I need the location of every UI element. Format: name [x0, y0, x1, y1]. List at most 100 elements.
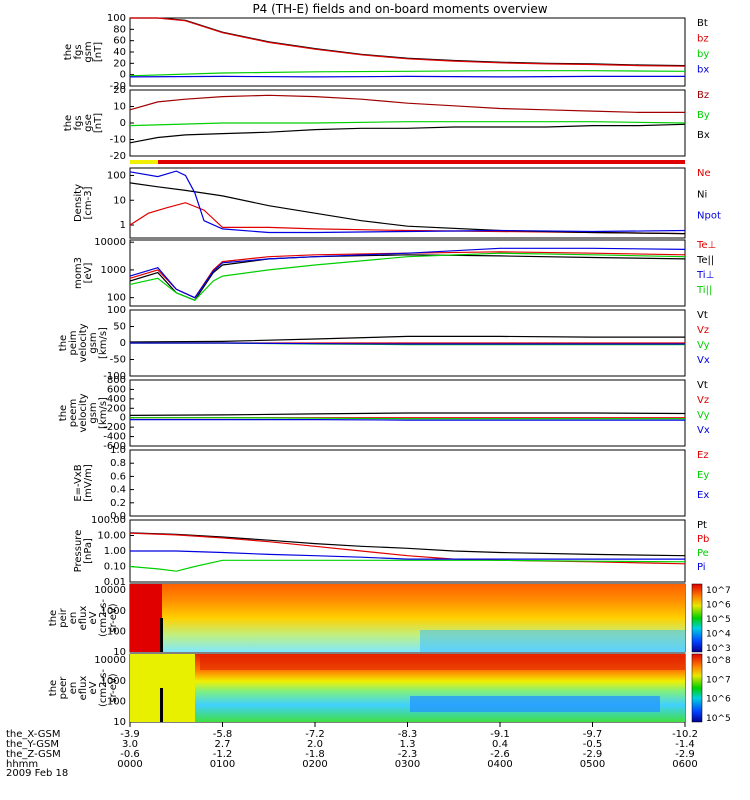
legend-ez: Ez: [697, 450, 709, 461]
y-tick-label: 50: [113, 322, 126, 333]
panel-frame: [129, 239, 686, 307]
ion-spectrogram-gap: [160, 618, 163, 652]
y-axis-label-line: the: [48, 680, 59, 696]
y-tick-label: 0.6: [110, 471, 126, 482]
panel-5: 100 50 0 -50 -100 the peim velocity gsm [km/s] Vt V…: [58, 305, 710, 382]
y-axis-label-line: fgs: [73, 115, 84, 130]
y-tick-label: 100: [107, 170, 126, 181]
colorbar-tick-label: 10^5: [706, 714, 731, 724]
panel-frame: [129, 17, 686, 87]
legend-by: by: [697, 49, 709, 60]
y-tick-label: -400: [103, 432, 126, 443]
y-tick-label: 0: [120, 70, 126, 81]
y-axis-label-line: [cm-3]: [83, 186, 94, 219]
y-axis-label-line: eV: [88, 681, 99, 694]
panel-frame: [129, 167, 686, 239]
series-tipar: [129, 252, 686, 302]
y-axis-label: the peer en eflux eV (cm2-s-sr-eV): [48, 669, 119, 707]
series-by: [129, 121, 686, 127]
y-axis-label: E=-VxB [mV/m]: [73, 464, 94, 502]
ephemeris-value: -3.9: [120, 729, 140, 740]
legend-pt: Pt: [697, 520, 707, 531]
y-axis-label-line: the: [58, 405, 69, 421]
y-tick-label: 1000: [101, 265, 126, 276]
y-tick-label: 10: [113, 102, 126, 113]
y-tick-label: -10: [110, 135, 126, 146]
y-tick-label: -20: [110, 81, 126, 92]
y-tick-label: 20: [113, 58, 126, 69]
legend-by: By: [697, 110, 710, 121]
y-axis-label-line: eflux: [78, 606, 89, 631]
legend-vt: Vt: [697, 380, 708, 391]
y-tick-label: 100: [107, 696, 126, 707]
y-tick-label: 1000: [101, 606, 126, 617]
y-axis-label-line: [km/s]: [98, 327, 109, 359]
legend-vx: Vx: [697, 425, 710, 436]
y-tick-label: 0: [120, 118, 126, 129]
y-axis-label: mom3 [eV]: [73, 257, 94, 289]
y-tick-label: -20: [110, 151, 126, 162]
y-axis-label-line: en: [68, 682, 79, 695]
mode-bar-slow-survey: [130, 160, 158, 164]
legend-vy: Vy: [697, 410, 710, 421]
panel-3: 100 10 1 Density [cm-3] Ne Ni Npot: [73, 167, 721, 239]
y-axis-label-line: Pressure: [73, 530, 84, 573]
ephemeris-value: -0.5: [583, 739, 603, 750]
y-axis-label-line: peer: [58, 676, 69, 700]
y-tick-label: 60: [113, 36, 126, 47]
series-npot: [129, 170, 686, 234]
ephemeris-row-label: hhmm: [6, 759, 38, 770]
colorbar-tick-label: 10^7: [706, 586, 731, 596]
legend-tipar: Ti||: [696, 285, 712, 296]
y-axis-label-line: the: [48, 610, 59, 626]
y-tick-label: 20: [113, 85, 126, 96]
ephemeris-value: 0400: [487, 759, 512, 770]
series-bz: [129, 94, 685, 114]
legend-tepar: Te||: [696, 255, 714, 266]
legend-bt: Bt: [697, 18, 708, 29]
y-tick-label: 10: [113, 717, 126, 728]
ephemeris-value: -2.6: [490, 749, 510, 760]
legend-vx: Vx: [697, 355, 710, 366]
series-pi: [130, 550, 685, 560]
legend-pb: Pb: [697, 534, 709, 545]
ephemeris-value: -2.3: [398, 749, 418, 760]
ephemeris-value: -9.1: [490, 729, 510, 740]
y-axis-label-line: sr-eV): [108, 673, 119, 702]
series-vt: [129, 335, 685, 343]
y-axis-label-line: gsm: [88, 402, 99, 423]
ephemeris-value: -9.7: [583, 729, 603, 740]
y-tick-label: 0.4: [110, 485, 126, 496]
y-axis-label-line: E=-VxB: [73, 464, 84, 501]
y-axis-label: Pressure [nPa]: [73, 530, 94, 573]
legend-ex: Ex: [697, 490, 709, 501]
y-axis-label: the fgs gse [nT]: [63, 113, 104, 133]
panel-2: 20 10 0 -10 -20 the fgs gse [nT] Bz By Bx: [63, 85, 710, 162]
panel-7: 1.0 0.8 0.6 0.4 0.2 0.0 E=-VxB [mV/m] Ez Ey Ex: [73, 445, 709, 522]
ephemeris-value: 2.0: [307, 739, 323, 750]
ion-colorbar: [691, 583, 703, 653]
y-axis-label-line: gsm: [88, 332, 99, 353]
ion-colorbar-scale: [691, 583, 703, 653]
ephemeris-value: -5.8: [213, 729, 233, 740]
y-axis-label-line: gse: [83, 114, 94, 132]
colorbar-tick-label: 10^7: [706, 675, 731, 685]
series-bx: [129, 123, 686, 144]
legend-pe: Pe: [697, 548, 709, 559]
series-vt: [129, 412, 686, 416]
y-axis-label-line: fgs: [73, 44, 84, 59]
series-vx: [130, 419, 685, 421]
y-tick-label: 10: [113, 647, 126, 658]
y-axis-label-line: the: [58, 335, 69, 351]
colorbar-tick-label: 10^4: [706, 630, 731, 640]
y-axis-label-line: sr-eV): [108, 603, 119, 632]
y-tick-label: 80: [113, 24, 126, 35]
colorbar-tick-label: 10^6: [706, 601, 731, 611]
y-axis-label-line: [km/s]: [98, 397, 109, 429]
electron-colorbar: [691, 653, 703, 723]
y-tick-label: -200: [103, 422, 126, 433]
ephemeris-value: 0100: [210, 759, 235, 770]
legend-bx: Bx: [697, 130, 710, 141]
